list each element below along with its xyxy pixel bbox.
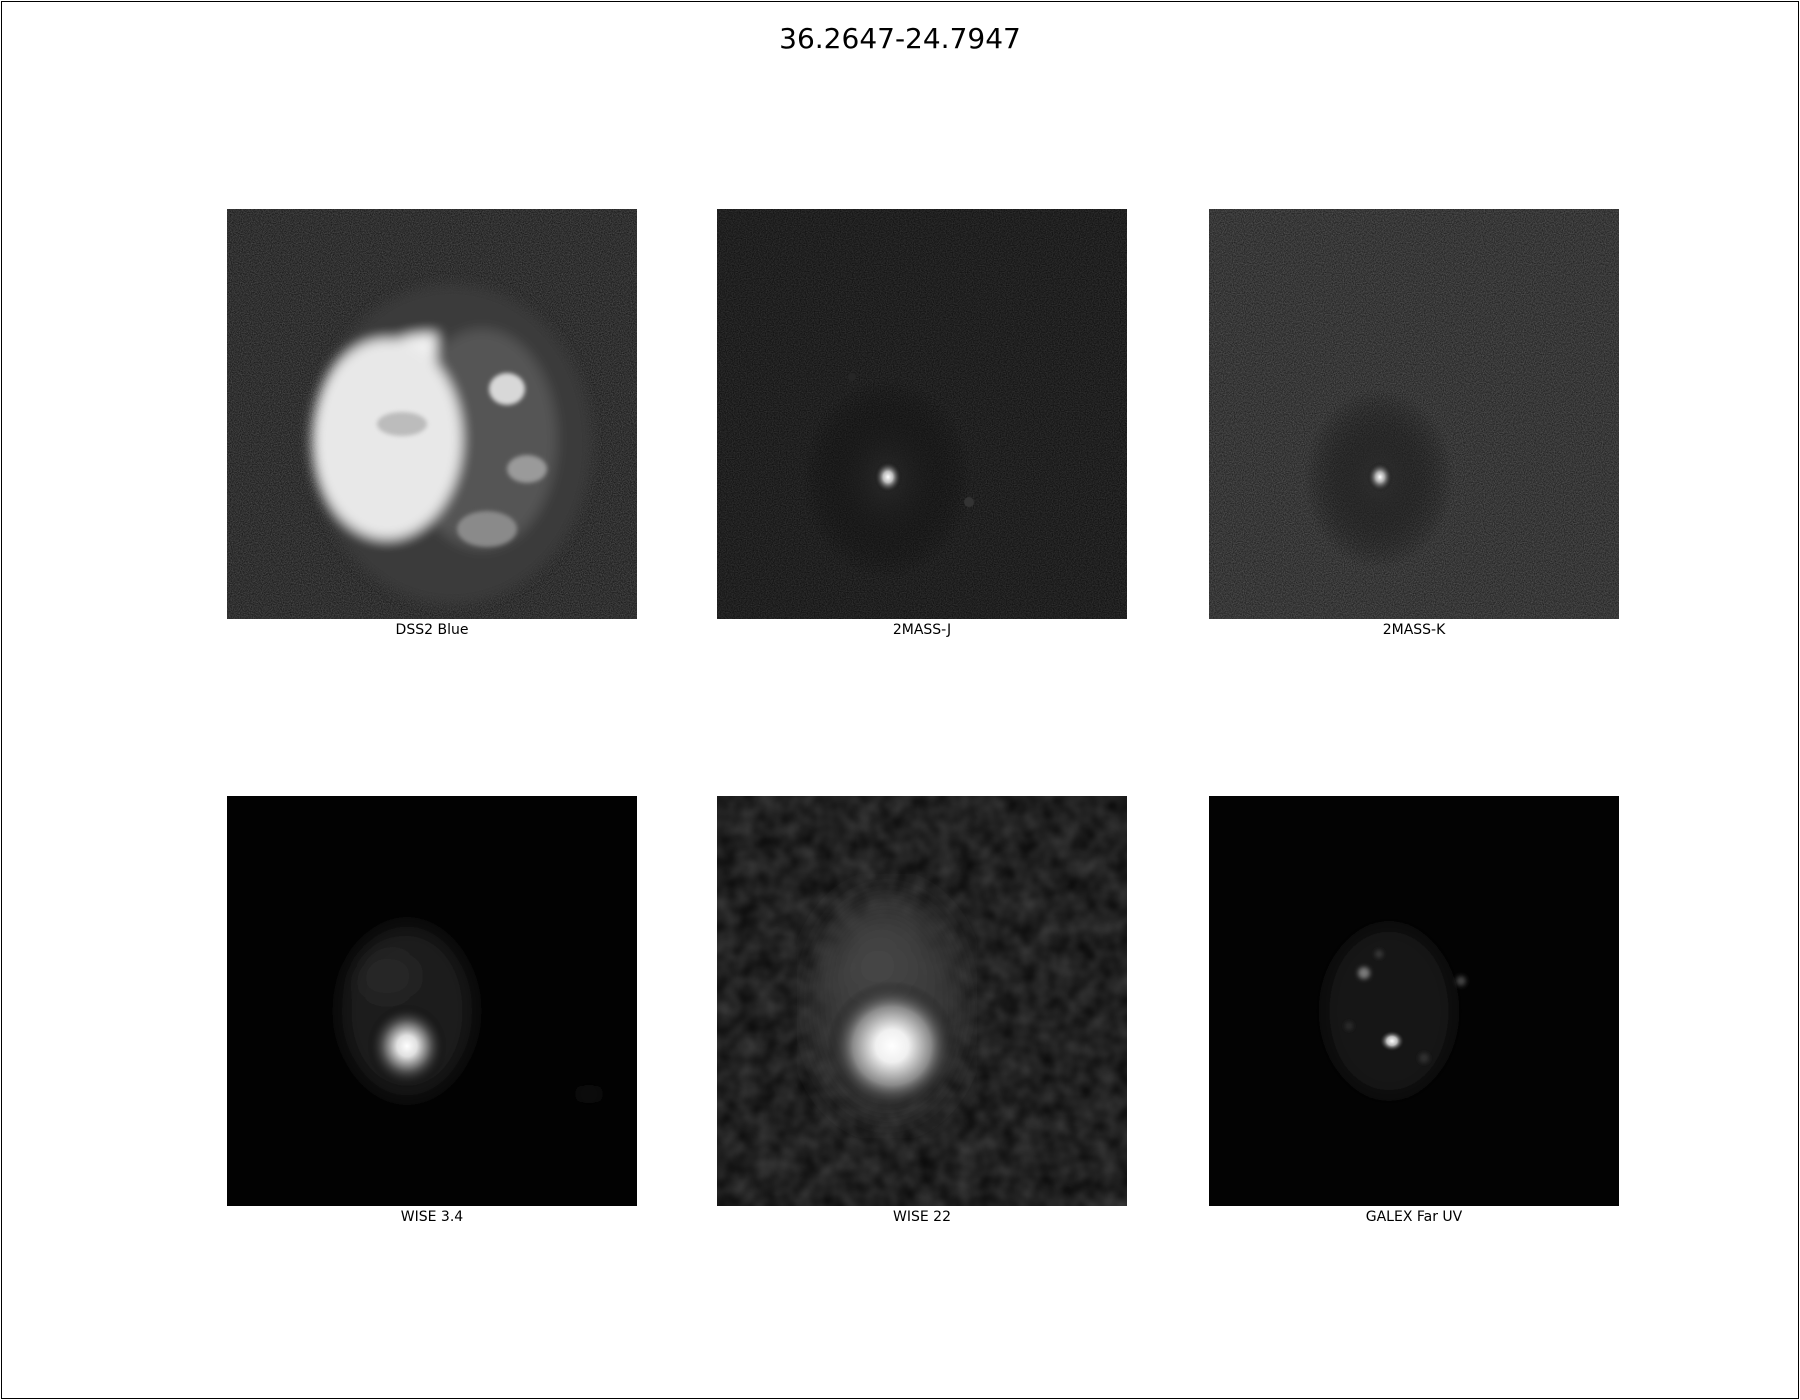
panel-label: GALEX Far UV xyxy=(1365,1209,1463,1225)
figure-title: 36.2647-24.7947 xyxy=(779,22,1021,55)
panel-label: 2MASS-K xyxy=(1382,622,1446,638)
panel-wise-22-image xyxy=(717,796,1127,1206)
panel-2mass-k-image xyxy=(1209,209,1619,619)
panel-dss2-blue-image xyxy=(227,209,637,619)
panel-wise-3-4-image xyxy=(227,796,637,1206)
panel-2mass-j-image xyxy=(717,209,1127,619)
panel-label: DSS2 Blue xyxy=(395,622,469,638)
panel-label: WISE 22 xyxy=(893,1209,951,1225)
panel-label: 2MASS-J xyxy=(892,622,952,638)
panel-galex-far-uv-image xyxy=(1209,796,1619,1206)
panel-label: WISE 3.4 xyxy=(400,1209,464,1225)
